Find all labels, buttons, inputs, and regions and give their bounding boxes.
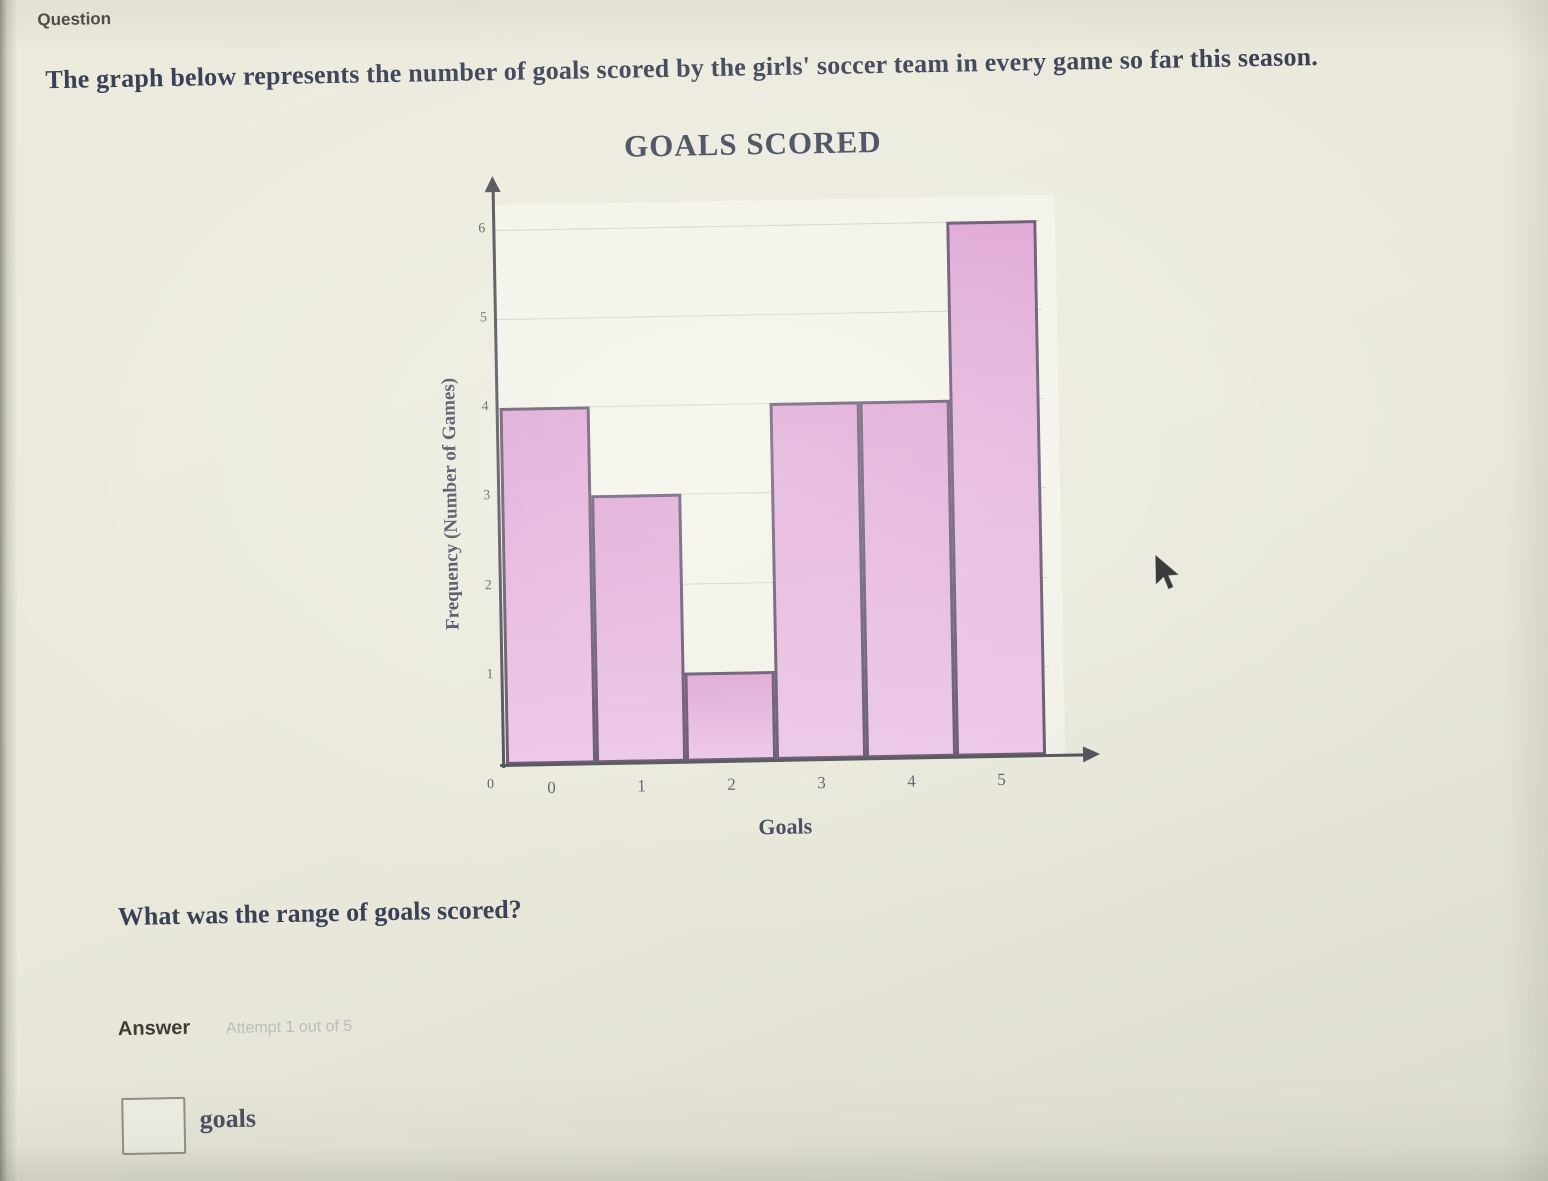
x-tick-label: 4 <box>907 771 916 791</box>
bar-goals-1 <box>591 493 687 764</box>
mouse-cursor-icon <box>1151 552 1186 598</box>
x-axis-arrow-icon <box>1082 746 1101 763</box>
origin-tick-label: 0 <box>486 777 495 793</box>
bar-goals-5 <box>946 220 1047 757</box>
bar-goals-3 <box>769 401 867 760</box>
attempt-counter: Attempt 1 out of 5 <box>225 1017 353 1038</box>
y-tick-label: 6 <box>478 221 486 237</box>
y-tick-label: 4 <box>481 399 489 415</box>
bar-goals-2 <box>684 671 777 762</box>
x-tick-label: 3 <box>817 773 826 793</box>
y-axis-arrow-icon <box>484 175 501 193</box>
x-tick-label: 0 <box>547 778 556 798</box>
y-tick-label: 5 <box>479 310 488 326</box>
chart-title: GOALS SCORED <box>623 123 882 164</box>
bar-goals-0 <box>499 406 597 765</box>
x-axis-label: Goals <box>758 813 813 840</box>
prompt-text: The graph below represents the number of… <box>45 41 1319 95</box>
x-tick-label: 1 <box>637 776 646 796</box>
y-tick-label: 2 <box>484 577 492 593</box>
bar-goals-4 <box>859 399 957 759</box>
y-tick-label: 1 <box>486 666 494 683</box>
y-tick-label: 3 <box>483 488 491 504</box>
x-tick-label: 5 <box>997 769 1006 789</box>
x-tick-label: 2 <box>727 774 736 794</box>
answer-input[interactable] <box>121 1096 187 1156</box>
answer-unit-label: goals <box>199 1103 257 1134</box>
question-section-label: Question <box>37 9 112 30</box>
question-text: What was the range of goals scored? <box>117 894 523 932</box>
answer-label: Answer <box>117 1016 191 1041</box>
goals-scored-chart: GOALS SCORED Frequency (Number of Games)… <box>0 0 1537 839</box>
plot-area: 1 2 3 4 5 6 0 1 2 3 4 5 <box>478 194 1066 797</box>
